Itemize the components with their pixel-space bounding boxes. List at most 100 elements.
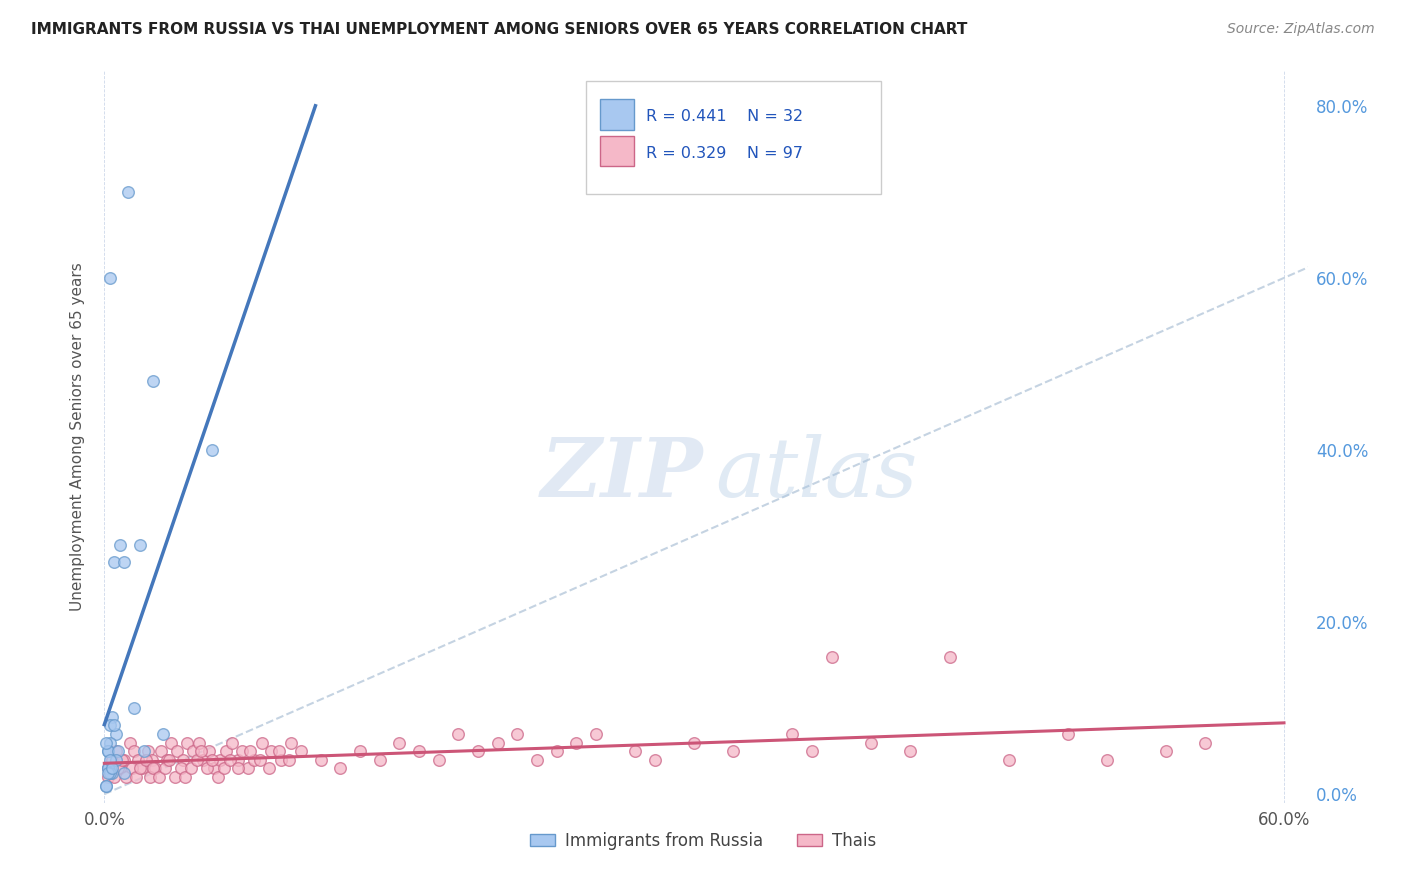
Point	[226, 753, 249, 767]
Point	[197, 744, 219, 758]
Point	[111, 753, 134, 767]
Point	[97, 744, 120, 758]
Point	[141, 753, 163, 767]
Point	[269, 744, 291, 758]
Point	[260, 744, 283, 758]
Point	[103, 555, 125, 569]
Point	[165, 770, 187, 784]
Point	[127, 753, 149, 767]
Point	[108, 538, 131, 552]
Text: R = 0.329    N = 97: R = 0.329 N = 97	[647, 145, 803, 161]
Point	[195, 761, 218, 775]
Point	[938, 649, 960, 664]
Point	[98, 761, 121, 775]
Point	[98, 765, 121, 780]
Y-axis label: Unemployment Among Seniors over 65 years: Unemployment Among Seniors over 65 years	[69, 263, 84, 611]
Point	[506, 727, 529, 741]
Point	[207, 770, 229, 784]
Point	[526, 753, 548, 767]
Point	[170, 761, 193, 775]
Point	[190, 744, 212, 758]
Point	[152, 727, 174, 741]
Point	[105, 744, 128, 758]
Point	[349, 744, 371, 758]
Point	[107, 761, 129, 775]
Legend: Immigrants from Russia, Thais: Immigrants from Russia, Thais	[523, 825, 883, 856]
Point	[900, 744, 922, 758]
Point	[226, 761, 249, 775]
Point	[860, 735, 883, 749]
Point	[145, 761, 167, 775]
Point	[997, 753, 1019, 767]
Point	[101, 761, 124, 775]
Point	[107, 744, 129, 758]
Point	[447, 727, 470, 741]
FancyBboxPatch shape	[586, 81, 880, 194]
Point	[101, 710, 124, 724]
Point	[97, 761, 120, 775]
Point	[150, 744, 173, 758]
Point	[122, 701, 145, 715]
Point	[249, 753, 271, 767]
Point	[201, 753, 224, 767]
Point	[187, 735, 209, 749]
Point	[565, 735, 588, 749]
Point	[112, 753, 135, 767]
Point	[231, 744, 253, 758]
Point	[142, 374, 165, 388]
Point	[723, 744, 745, 758]
Point	[122, 744, 145, 758]
Text: ZIP: ZIP	[540, 434, 703, 514]
Point	[408, 744, 430, 758]
Point	[96, 779, 118, 793]
Point	[329, 761, 352, 775]
Point	[309, 753, 332, 767]
Point	[131, 761, 153, 775]
Point	[242, 753, 264, 767]
Point	[239, 744, 262, 758]
Point	[101, 765, 124, 780]
Point	[155, 761, 177, 775]
Point	[98, 718, 121, 732]
Point	[368, 753, 391, 767]
Point	[96, 735, 118, 749]
Point	[191, 753, 214, 767]
Point	[782, 727, 804, 741]
Point	[259, 761, 281, 775]
Point	[97, 744, 120, 758]
Point	[98, 271, 121, 285]
Point	[1194, 735, 1216, 749]
Point	[97, 761, 120, 775]
Point	[103, 770, 125, 784]
Point	[1154, 744, 1177, 758]
Point	[105, 753, 128, 767]
Point	[118, 735, 141, 749]
Point	[388, 735, 411, 749]
Point	[97, 770, 120, 784]
Point	[117, 185, 139, 199]
Point	[801, 744, 824, 758]
Text: Source: ZipAtlas.com: Source: ZipAtlas.com	[1227, 22, 1375, 37]
Point	[112, 555, 135, 569]
Point	[98, 735, 121, 749]
Point	[132, 744, 155, 758]
Point	[270, 753, 292, 767]
FancyBboxPatch shape	[600, 136, 634, 167]
Point	[821, 649, 844, 664]
Text: atlas: atlas	[716, 434, 918, 514]
Point	[128, 761, 150, 775]
Point	[97, 765, 120, 780]
Point	[644, 753, 666, 767]
Point	[278, 753, 301, 767]
Point	[221, 735, 243, 749]
Point	[486, 735, 509, 749]
Point	[219, 753, 242, 767]
Point	[112, 765, 135, 780]
Point	[96, 779, 118, 793]
Point	[101, 753, 124, 767]
Point	[1095, 753, 1118, 767]
Point	[290, 744, 312, 758]
Point	[176, 735, 198, 749]
Point	[546, 744, 568, 758]
Point	[624, 744, 647, 758]
